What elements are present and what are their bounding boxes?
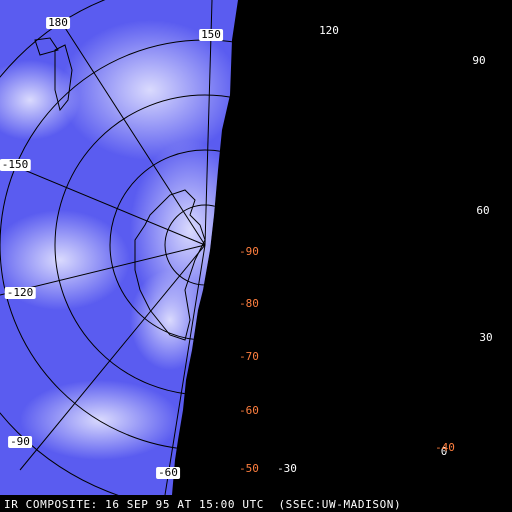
latitude-label: -40 bbox=[435, 441, 455, 454]
caption: IR COMPOSITE: 16 SEP 95 AT 15:00 UTC (SS… bbox=[4, 498, 402, 511]
longitude-label: -30 bbox=[277, 462, 297, 475]
longitude-label: 60 bbox=[476, 204, 490, 217]
latitude-label: -50 bbox=[239, 462, 259, 475]
longitude-label: -60 bbox=[156, 466, 180, 479]
longitude-label: 150 bbox=[199, 28, 223, 41]
longitude-label: 180 bbox=[46, 16, 70, 29]
longitude-label: -120 bbox=[4, 286, 36, 299]
longitude-label: 30 bbox=[479, 331, 493, 344]
longitude-label: 90 bbox=[472, 54, 486, 67]
earth-disk bbox=[0, 0, 238, 495]
longitude-label: -90 bbox=[8, 435, 32, 448]
longitude-label: -150 bbox=[0, 158, 31, 171]
latitude-label: -90 bbox=[239, 245, 259, 258]
latitude-label: -80 bbox=[239, 297, 259, 310]
latitude-label: -70 bbox=[239, 350, 259, 363]
longitude-label: 120 bbox=[319, 24, 339, 37]
latitude-label: -60 bbox=[239, 404, 259, 417]
longitude-label: 0 bbox=[440, 445, 448, 458]
